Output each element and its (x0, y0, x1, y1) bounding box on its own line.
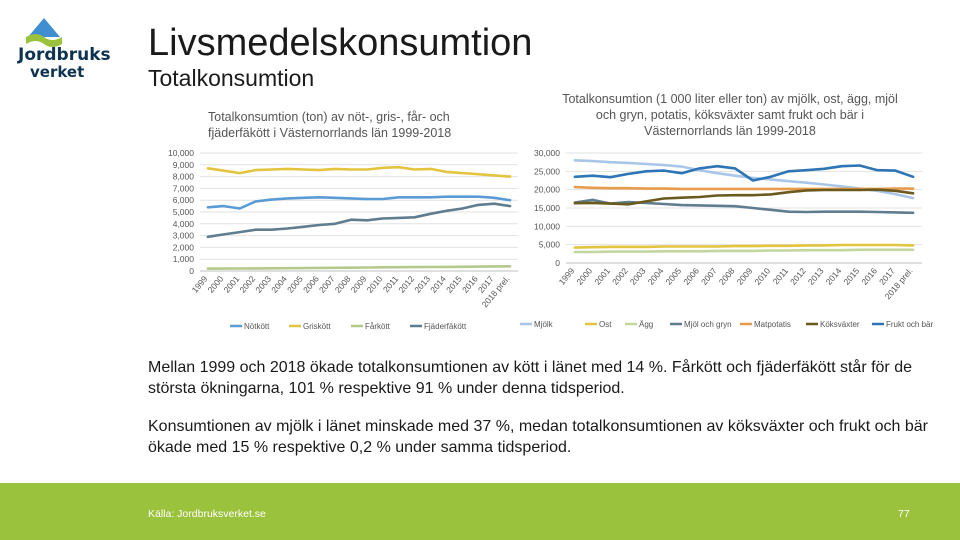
series-line-mjöl-och-gryn (573, 198, 915, 215)
x-tick-label: 2000 (206, 274, 226, 295)
x-tick-label: 2013 (806, 266, 826, 287)
series-line-ägg (573, 248, 915, 254)
legend-label: Fårkött (365, 322, 391, 331)
x-tick-label: 2013 (412, 274, 432, 295)
legend-label: Mjöl och gryn (684, 320, 732, 329)
y-tick-label: 6,000 (173, 195, 195, 205)
paragraph-dairy-veg: Konsumtionen av mjölk i länet minskade m… (148, 418, 928, 456)
paragraph-meat: Mellan 1999 och 2018 ökade totalkonsumti… (148, 359, 912, 397)
x-tick-label: 2007 (317, 274, 337, 295)
page-number: 77 (898, 508, 910, 520)
y-tick-label: 20,000 (534, 185, 560, 195)
y-tick-label: 10,000 (534, 221, 560, 231)
chart1-title: Totalkonsumtion (ton) av nöt-, gris-, få… (208, 110, 452, 140)
slide-title: Livsmedelskonsumtion (148, 22, 533, 64)
x-tick-label: 2009 (735, 266, 755, 287)
y-tick-label: 7,000 (173, 183, 195, 193)
x-tick-label: 2015 (841, 266, 861, 287)
x-tick-label: 2008 (717, 266, 737, 287)
y-tick-label: 30,000 (534, 148, 560, 158)
y-tick-label: 4,000 (173, 219, 195, 229)
x-tick-label: 2001 (592, 266, 612, 287)
x-tick-label: 2003 (253, 274, 273, 295)
y-tick-label: 5,000 (173, 207, 195, 217)
x-tick-label: 2001 (221, 274, 241, 295)
legend-label: Köksväxter (820, 320, 860, 329)
y-tick-label: 10,000 (168, 148, 194, 158)
x-tick-label: 2004 (269, 274, 289, 295)
x-tick-label: 2014 (824, 266, 844, 287)
y-tick-label: 1,000 (173, 254, 195, 264)
y-tick-label: 2,000 (173, 242, 195, 252)
x-tick-label: 1999 (190, 274, 210, 295)
source-label: Källa: Jordbruksverket.se (148, 508, 266, 520)
series-line-fjäderfäkött (206, 202, 512, 239)
x-tick-label: 2005 (663, 266, 683, 287)
legend-label: Ost (599, 320, 612, 329)
x-tick-label: 2007 (699, 266, 719, 287)
y-tick-label: 8,000 (173, 172, 195, 182)
legend-label: Frukt och bär (886, 320, 933, 329)
x-tick-label: 2004 (646, 266, 666, 287)
x-tick-label: 2002 (610, 266, 630, 287)
x-tick-label: 1999 (557, 266, 577, 287)
jordbruksverket-logo (26, 18, 62, 47)
legend-label: Nötkött (244, 322, 270, 331)
logo-field-icon (26, 34, 62, 47)
series-line-matpotatis (573, 185, 915, 191)
x-tick-label: 2010 (365, 274, 385, 295)
legend-label: Griskött (303, 322, 331, 331)
x-tick-label: 2015 (444, 274, 464, 295)
x-tick-label: 2014 (428, 274, 448, 295)
legend-label: Ägg (639, 320, 653, 329)
slide-subtitle: Totalkonsumtion (148, 65, 315, 91)
legend-label: Mjölk (534, 320, 554, 329)
series-line-frukt-och-bär (573, 164, 915, 182)
x-tick-label: 2009 (349, 274, 369, 295)
footer-bar (0, 483, 960, 540)
x-tick-label: 2016 (859, 266, 879, 287)
series-line-griskött (206, 165, 512, 178)
y-tick-label: 9,000 (173, 160, 195, 170)
y-tick-label: 0 (555, 258, 560, 268)
x-tick-label: 2011 (771, 266, 791, 287)
series-line-ost (573, 243, 915, 249)
x-tick-label: 2000 (574, 266, 594, 287)
x-tick-label: 2012 (396, 274, 416, 295)
x-tick-label: 2006 (301, 274, 321, 295)
y-tick-label: 0 (189, 266, 194, 276)
y-tick-label: 15,000 (534, 203, 560, 213)
legend-label: Fjäderfäkött (424, 322, 467, 331)
series-line-köksväxter (573, 188, 915, 206)
logo-mountain-icon (28, 18, 60, 37)
x-tick-label: 2011 (381, 274, 401, 295)
y-tick-label: 25,000 (534, 166, 560, 176)
series-line-fårkött (206, 264, 512, 270)
chart-other-foods: 0 5,000 10,000 15,000 20,000 25,000 30,000 1999… (520, 148, 933, 329)
x-tick-label: 2010 (752, 266, 772, 287)
x-tick-label: 2002 (237, 274, 257, 295)
x-tick-label: 2012 (788, 266, 808, 287)
logo-line2: verket (30, 63, 85, 81)
x-tick-label: 2005 (285, 274, 305, 295)
x-tick-label: 2003 (628, 266, 648, 287)
x-tick-label: 2008 (333, 274, 353, 295)
y-tick-label: 5,000 (539, 240, 561, 250)
series-line-nötkött (206, 195, 512, 210)
legend-label: Matpotatis (754, 320, 791, 329)
y-tick-label: 3,000 (173, 231, 195, 241)
x-tick-label: 2016 (460, 274, 480, 295)
x-tick-label: 2006 (681, 266, 701, 287)
chart2-title: Totalkonsumtion (1 000 liter eller ton) … (562, 92, 898, 138)
logo-line1: Jordbruks (18, 45, 111, 65)
